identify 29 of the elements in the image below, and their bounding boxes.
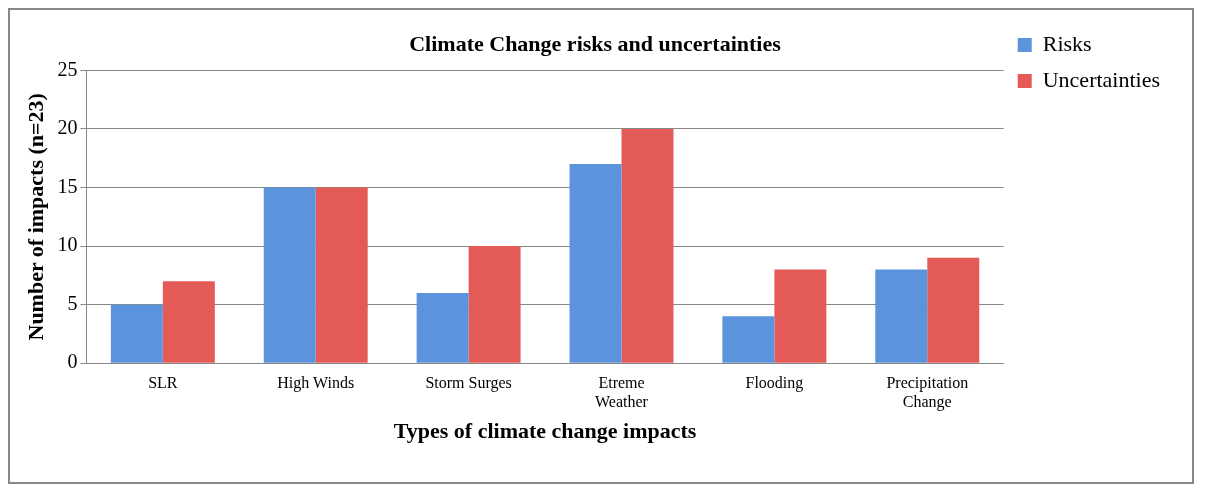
x-tick-label: High Winds: [277, 374, 355, 392]
y-tick-label: 0: [67, 350, 78, 373]
bar: [722, 316, 775, 363]
bar: [162, 281, 215, 363]
bar: [468, 246, 521, 363]
chart-title: Climate Change risks and uncertainties: [409, 30, 782, 56]
legend-label: Uncertainties: [1042, 66, 1161, 92]
legend-label: Risks: [1042, 30, 1092, 56]
y-tick-label: 10: [57, 233, 78, 256]
x-tick-label: Precipitation Change: [886, 374, 969, 412]
y-axis-title: Number of impacts (n=23): [22, 93, 48, 341]
y-tick-label: 15: [57, 174, 78, 197]
bar: [263, 187, 316, 363]
x-tick-label: Flooding: [745, 374, 804, 392]
x-tick-label: Storm Surges: [425, 374, 512, 392]
x-axis-title: Types of climate change impacts: [393, 418, 697, 444]
bar: [927, 257, 980, 363]
x-tick-label: SLR: [148, 374, 178, 391]
x-tick-label: Etreme Weather: [595, 374, 649, 411]
bar: [774, 269, 827, 363]
y-tick-label: 5: [67, 291, 78, 314]
bar: [110, 304, 163, 363]
bar: [875, 269, 928, 363]
y-tick-label: 20: [57, 116, 78, 139]
y-tick-label: 25: [57, 57, 78, 80]
bar: [621, 128, 674, 363]
bar: [569, 164, 622, 363]
bar: [315, 187, 368, 363]
bar: [416, 292, 469, 363]
